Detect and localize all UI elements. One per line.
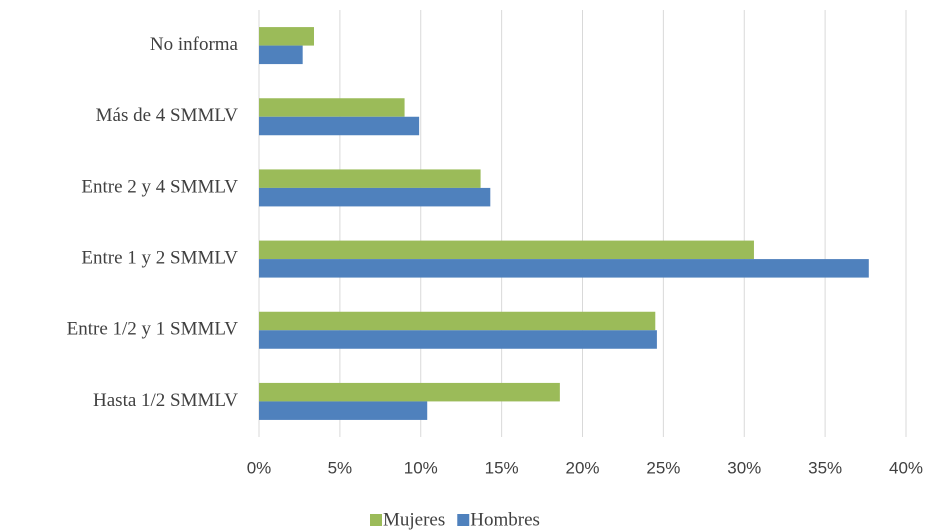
- bar: [259, 98, 405, 117]
- bar: [259, 311, 656, 331]
- x-tick-label: 15%: [485, 458, 519, 477]
- bar: [259, 116, 420, 136]
- legend-label: Hombres: [470, 509, 540, 530]
- x-tick-label: 20%: [565, 458, 599, 477]
- bar: [259, 187, 491, 207]
- x-tick-label: 5%: [328, 458, 353, 477]
- y-tick-label: No informa: [150, 34, 239, 55]
- legend-swatch: [457, 514, 470, 526]
- x-tick-label: 35%: [808, 458, 842, 477]
- bar: [259, 240, 754, 260]
- legend-label: Mujeres: [383, 509, 445, 530]
- y-tick-label: Más de 4 SMMLV: [96, 105, 239, 126]
- bar: [259, 45, 303, 65]
- y-tick-label: Entre 2 y 4 SMMLV: [81, 176, 238, 197]
- x-tick-label: 40%: [889, 458, 923, 477]
- x-tick-label: 25%: [646, 458, 680, 477]
- x-tick-label: 10%: [404, 458, 438, 477]
- x-tick-label: 30%: [727, 458, 761, 477]
- y-tick-label: Hasta 1/2 SMMLV: [93, 390, 238, 411]
- bar: [259, 169, 481, 188]
- bar: [259, 27, 314, 46]
- bar: [259, 259, 869, 278]
- y-tick-label: Entre 1 y 2 SMMLV: [81, 247, 238, 268]
- x-tick-label: 0%: [247, 458, 272, 477]
- y-tick-label: Entre 1/2 y 1 SMMLV: [67, 319, 239, 340]
- legend-swatch: [370, 514, 382, 526]
- bar: [259, 401, 428, 420]
- bar: [259, 382, 560, 402]
- bar: [259, 330, 657, 349]
